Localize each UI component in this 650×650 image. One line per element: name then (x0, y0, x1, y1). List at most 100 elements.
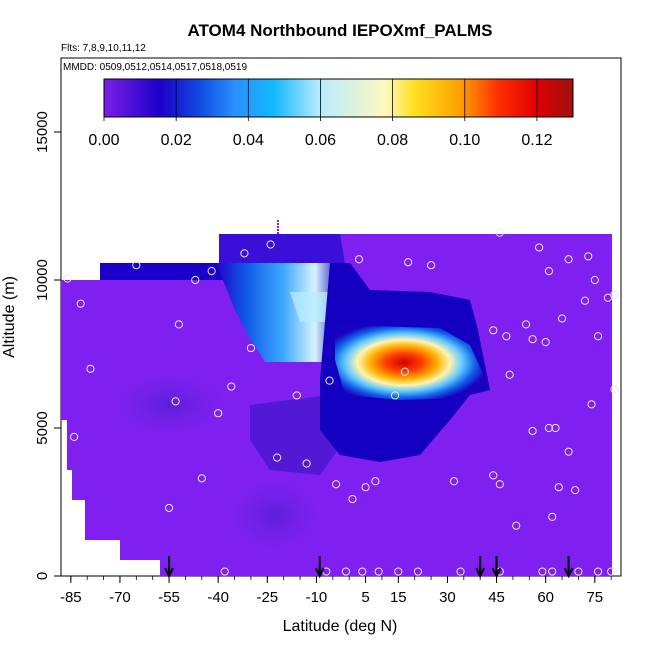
flight-marker-arrow (563, 556, 574, 579)
y-axis: 0 5000 10000 15000 (34, 111, 61, 580)
colorbar-tick-label: 0.08 (377, 132, 408, 149)
data-point (174, 320, 183, 329)
data-point (273, 453, 282, 462)
data-point (371, 477, 380, 486)
x-tick-label: 45 (488, 589, 505, 606)
data-point (512, 521, 521, 530)
data-point (571, 486, 580, 495)
flights-label: Flts: 7,8,9,10,11,12 (61, 43, 146, 54)
y-tick-label: 0 (34, 572, 51, 580)
data-point (610, 385, 619, 394)
flight-markers (164, 556, 574, 579)
data-points (63, 228, 619, 576)
data-point (404, 258, 413, 267)
x-tick-label: 15 (390, 589, 407, 606)
data-point (69, 432, 79, 441)
data-point (548, 512, 557, 521)
data-point (528, 335, 537, 344)
data-point (456, 567, 465, 576)
data-point (590, 275, 599, 285)
data-point (348, 494, 357, 504)
data-point (325, 376, 334, 385)
data-point (593, 567, 603, 576)
data-point (302, 459, 311, 468)
data-point (528, 426, 537, 436)
data-point (557, 314, 567, 323)
data-point (331, 480, 341, 489)
heatmap-field (61, 220, 612, 576)
data-point (413, 567, 423, 576)
data-point (502, 332, 511, 341)
colorbar-ticks: 0.00 0.02 0.04 0.06 0.08 0.10 0.12 (88, 79, 553, 149)
x-tick-label: 5 (361, 589, 369, 606)
colorbar-tick-label: 0.00 (88, 132, 119, 149)
data-point (449, 477, 459, 486)
x-tick-label: 60 (537, 589, 554, 606)
data-point (541, 338, 550, 347)
flight-marker-head (314, 567, 325, 579)
data-point (197, 474, 206, 483)
data-point (86, 364, 95, 373)
heatmap-northern-maximum (335, 325, 488, 400)
data-point (266, 240, 275, 249)
colorbar-tick-label: 0.04 (233, 132, 264, 149)
x-tick-label: 30 (439, 589, 456, 606)
flight-marker-head (563, 567, 574, 579)
data-point (574, 567, 583, 576)
x-tick-label: -25 (256, 589, 278, 606)
data-point (220, 567, 229, 576)
data-point (584, 252, 593, 261)
data-point (390, 391, 400, 400)
data-point (554, 483, 563, 492)
data-point (354, 255, 364, 264)
heatmap-plume-bright-strip (290, 292, 330, 322)
data-point (76, 299, 85, 308)
data-point (603, 293, 613, 302)
data-point (63, 274, 72, 283)
data-point (164, 503, 174, 513)
heatmap-tropical-plume (215, 263, 340, 362)
data-point (548, 567, 557, 576)
x-tick-label: -10 (306, 589, 328, 606)
x-tick-label: -55 (158, 589, 180, 606)
data-point (505, 370, 514, 379)
data-point (607, 567, 616, 576)
x-axis: -85 -70 -55 -40 -25 -10 5 15 30 45 60 75 (60, 576, 612, 606)
data-point (521, 320, 531, 329)
chart-title: ATOM4 Northbound IEPOXmf_PALMS (187, 21, 492, 40)
data-point (374, 567, 383, 576)
data-point (227, 382, 236, 391)
data-point (246, 343, 256, 353)
y-tick-label: 5000 (34, 411, 51, 444)
data-point (535, 243, 544, 252)
colorbar (103, 78, 574, 118)
data-point (400, 367, 409, 376)
data-point (394, 567, 403, 576)
data-point (132, 261, 141, 270)
x-tick-label: -70 (109, 589, 131, 606)
data-point (495, 228, 504, 237)
data-point (240, 249, 249, 258)
dates-label: MMDD: 0509,0512,0514,0517,0518,0519 (63, 62, 247, 73)
data-point (358, 567, 367, 576)
y-tick-label: 15000 (34, 111, 51, 153)
colorbar-tick-label: 0.12 (521, 132, 552, 149)
colorbar-tick-label: 0.10 (449, 132, 480, 149)
data-point (361, 483, 370, 492)
data-point (564, 447, 573, 456)
data-point (207, 267, 216, 276)
flight-marker-arrow (314, 556, 325, 579)
data-point (564, 255, 573, 264)
data-point (610, 290, 619, 299)
data-point (489, 471, 498, 480)
data-point (551, 423, 560, 433)
data-point (191, 275, 200, 285)
data-point (171, 397, 180, 406)
data-point (495, 480, 504, 489)
heatmap-lowlevel-trough (220, 470, 330, 560)
data-point (489, 326, 498, 335)
data-point (544, 423, 554, 433)
y-tick-label: 10000 (34, 259, 51, 301)
data-point (214, 409, 223, 418)
